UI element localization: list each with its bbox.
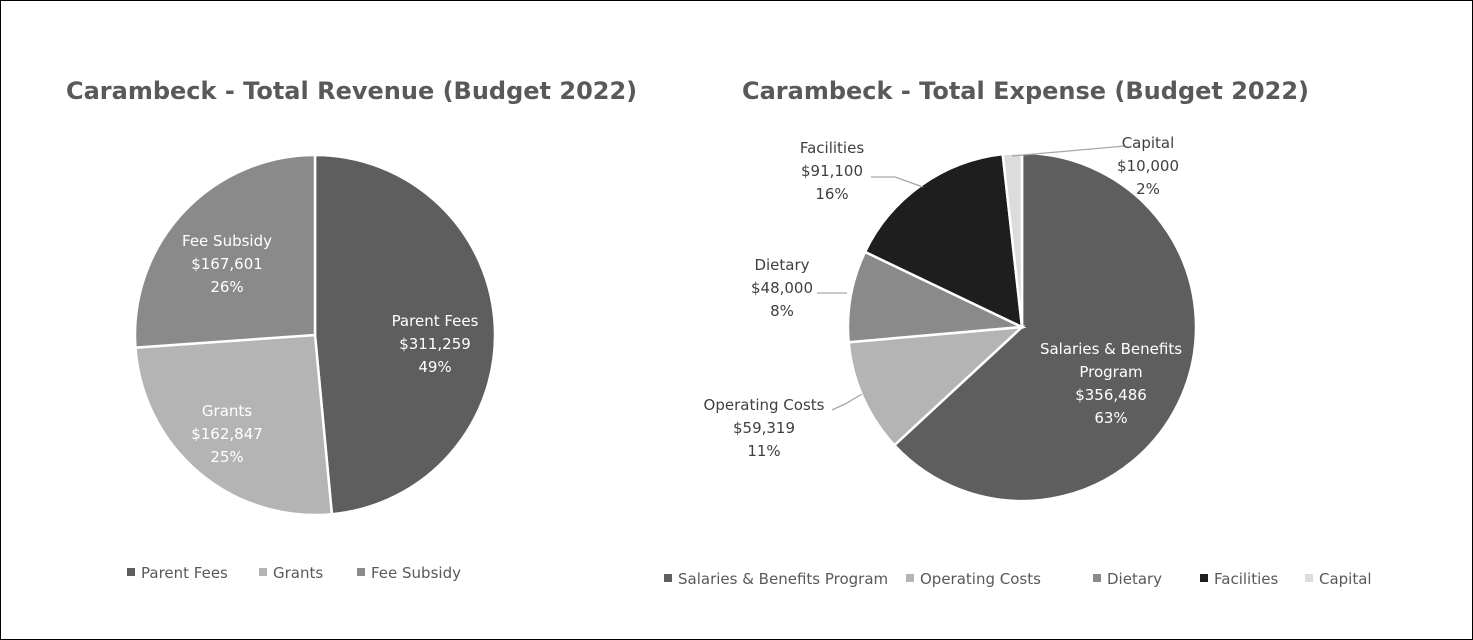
- expense-data-labels: Salaries & Benefits Program $356,486 63% Ope…: [704, 134, 1183, 460]
- legend-entry-facilities: Facilities: [1214, 570, 1278, 588]
- revenue-pie-chart: Carambeck - Total Revenue (Budget 2022) …: [66, 77, 637, 582]
- data-label-line: $311,259: [399, 335, 471, 353]
- revenue-pie-slices: [133, 153, 497, 517]
- expense-pie-chart: Carambeck - Total Expense (Budget 2022) …: [664, 77, 1372, 588]
- legend-swatch-capital: [1305, 574, 1313, 582]
- data-label-line: 63%: [1094, 409, 1127, 427]
- data-label-line: 49%: [418, 358, 451, 376]
- exp-slice-capital: [1001, 151, 1024, 328]
- legend-entry-grants: Grants: [273, 564, 323, 582]
- data-label-line: Salaries & Benefits: [1040, 340, 1182, 358]
- data-label-line: $167,601: [191, 255, 263, 273]
- data-label-line: Dietary: [754, 256, 809, 274]
- data-label-line: $59,319: [733, 419, 795, 437]
- exp-label-operating-costs: Operating Costs $59,319 11%: [704, 396, 825, 460]
- leader-line-facilities: [871, 176, 924, 188]
- data-label-line: Parent Fees: [392, 312, 479, 330]
- expense-leader-lines: [817, 145, 1126, 411]
- revenue-data-labels: Parent Fees $311,259 49% Grants $162,847 25% F…: [182, 232, 479, 466]
- exp-slice-salaries-benefits-program: [892, 151, 1198, 503]
- data-label-line: $162,847: [191, 425, 263, 443]
- legend-swatch-facilities: [1200, 574, 1208, 582]
- data-label-line: $356,486: [1075, 386, 1147, 404]
- data-label-line: 26%: [210, 278, 243, 296]
- data-label-line: 8%: [770, 302, 794, 320]
- legend-entry-capital: Capital: [1319, 570, 1372, 588]
- data-label-line: Capital: [1122, 134, 1175, 152]
- data-label-line: $91,100: [801, 162, 863, 180]
- revenue-chart-title: Carambeck - Total Revenue (Budget 2022): [66, 77, 637, 105]
- legend-entry-salaries-benefits-program: Salaries & Benefits Program: [678, 570, 888, 588]
- expense-chart-title: Carambeck - Total Expense (Budget 2022): [742, 77, 1309, 105]
- leader-line-operating-costs: [831, 393, 863, 411]
- legend-swatch-operating-costs: [906, 574, 914, 582]
- data-label-line: 16%: [815, 185, 848, 203]
- exp-slice-operating-costs: [847, 325, 1026, 448]
- legend-entry-parent-fees: Parent Fees: [141, 564, 228, 582]
- exp-label-capital: Capital $10,000 2%: [1117, 134, 1179, 198]
- legend-entry-fee-subsidy: Fee Subsidy: [371, 564, 461, 582]
- rev-slice-fee-subsidy: [133, 153, 317, 349]
- legend-swatch-fee-subsidy: [357, 568, 365, 576]
- data-label-line: Program: [1079, 363, 1142, 381]
- data-label-line: Grants: [202, 402, 252, 420]
- legend-entry-operating-costs: Operating Costs: [920, 570, 1041, 588]
- exp-slice-dietary: [846, 250, 1027, 344]
- data-label-line: 11%: [747, 442, 780, 460]
- exp-label-dietary: Dietary $48,000 8%: [751, 256, 813, 320]
- exp-label-salaries-benefits-program: Salaries & Benefits Program $356,486 63%: [1040, 340, 1182, 427]
- rev-label-fee-subsidy: Fee Subsidy $167,601 26%: [182, 232, 272, 296]
- data-label-line: Facilities: [800, 139, 864, 157]
- rev-slice-parent-fees: [313, 153, 497, 516]
- revenue-legend: Parent Fees Grants Fee Subsidy: [127, 564, 461, 582]
- legend-entry-dietary: Dietary: [1107, 570, 1162, 588]
- data-label-line: Operating Costs: [704, 396, 825, 414]
- legend-swatch-parent-fees: [127, 568, 135, 576]
- leader-line-capital: [1011, 145, 1126, 157]
- expense-pie-slices: [846, 151, 1198, 503]
- rev-slice-grants: [134, 333, 334, 517]
- rev-label-parent-fees: Parent Fees $311,259 49%: [392, 312, 479, 376]
- exp-slice-facilities: [863, 152, 1024, 330]
- data-label-line: 2%: [1136, 180, 1160, 198]
- data-label-line: $48,000: [751, 279, 813, 297]
- data-label-line: 25%: [210, 448, 243, 466]
- rev-label-grants: Grants $162,847 25%: [191, 402, 263, 466]
- legend-swatch-grants: [259, 568, 267, 576]
- data-label-line: Fee Subsidy: [182, 232, 272, 250]
- expense-legend: Salaries & Benefits Program Operating Cos…: [664, 570, 1372, 588]
- data-label-line: $10,000: [1117, 157, 1179, 175]
- legend-swatch-dietary: [1093, 574, 1101, 582]
- legend-swatch-salaries-benefits-program: [664, 574, 672, 582]
- exp-label-facilities: Facilities $91,100 16%: [800, 139, 864, 203]
